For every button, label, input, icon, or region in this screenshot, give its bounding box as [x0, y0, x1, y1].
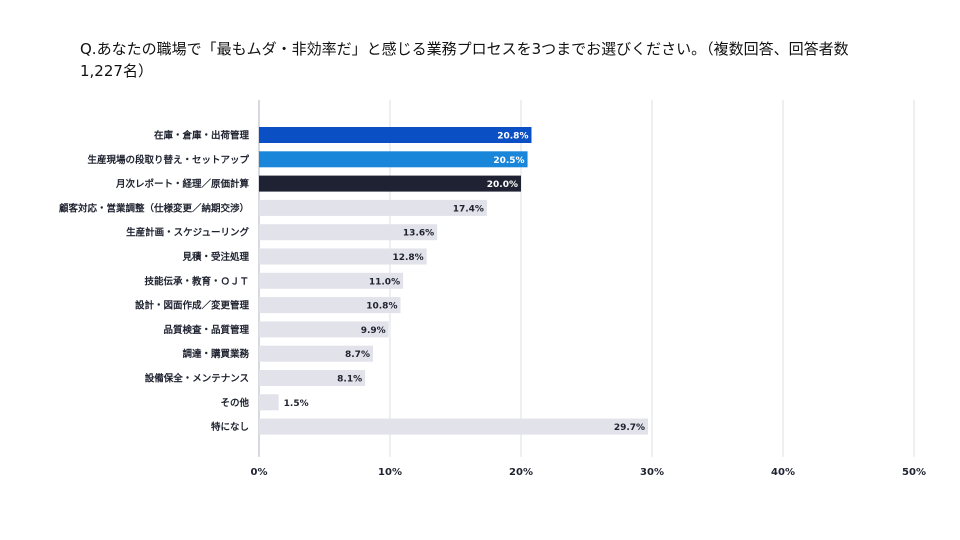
value-label: 20.5%: [493, 156, 524, 166]
category-label: 見積・受注処理: [181, 251, 249, 263]
category-label: 在庫・倉庫・出荷管理: [154, 130, 250, 142]
category-label: 設計・図面作成／変更管理: [135, 300, 250, 312]
bar: [259, 394, 279, 411]
bar: [259, 370, 366, 386]
value-label: 11.0%: [369, 277, 400, 287]
bar: [259, 175, 521, 192]
bar: [259, 297, 401, 314]
category-label: 顧客対応・営業調整（仕様変更／納期交渉）: [59, 202, 249, 214]
value-label: 8.7%: [345, 350, 370, 360]
x-tick-label: 10%: [378, 467, 402, 478]
x-tick-label: 20%: [509, 467, 533, 478]
category-label: 設備保全・メンテナンス: [145, 373, 249, 385]
category-label: 調達・購買業務: [182, 348, 249, 360]
value-label: 10.8%: [366, 302, 397, 312]
bar: [259, 418, 649, 435]
category-label: 月次レポート・経理／原価計算: [115, 178, 250, 190]
x-tick-label: 50%: [902, 467, 926, 478]
value-labels: 20.8% 20.5% 20.0% 17.4% 13.6% 12.8% 11.0% 10.8%…: [284, 132, 645, 434]
value-label: 29.7%: [614, 423, 645, 433]
value-label: 20.8%: [497, 132, 528, 142]
value-label: 20.0%: [487, 180, 518, 190]
x-tick-label: 40%: [771, 467, 795, 478]
bar: [259, 224, 438, 241]
x-tick-label: 0%: [251, 467, 268, 478]
value-label: 8.1%: [337, 375, 362, 385]
value-label: 1.5%: [284, 399, 309, 409]
category-label: 技能伝承・教育・ＯＪＴ: [144, 275, 249, 287]
value-label: 13.6%: [403, 229, 434, 239]
x-tick-label: 30%: [640, 467, 664, 478]
bar: [259, 151, 528, 168]
value-label: 12.8%: [392, 253, 423, 263]
category-labels: 在庫・倉庫・出荷管理生産現場の段取り替え・セットアップ月次レポート・経理／原価計…: [59, 130, 250, 434]
category-label: 品質検査・品質管理: [163, 324, 249, 336]
category-label: その他: [220, 397, 249, 409]
category-label: 生産計画・スケジューリング: [126, 227, 249, 239]
question-text: Q.あなたの職場で「最もムダ・非効率だ」と感じる業務プロセスを3つまでお選びくだ…: [80, 40, 849, 80]
bar: [259, 321, 389, 338]
category-label: 特になし: [211, 421, 249, 433]
bars: [259, 127, 649, 435]
bar: [259, 199, 487, 216]
bar: [259, 272, 404, 289]
x-axis-ticks: 0% 10% 20% 30% 40% 50%: [251, 467, 926, 478]
value-label: 9.9%: [361, 326, 386, 336]
value-label: 17.4%: [453, 204, 484, 214]
bar: [259, 127, 532, 143]
bar: [259, 248, 427, 265]
bar: [259, 345, 373, 362]
category-label: 生産現場の段取り替え・セットアップ: [87, 154, 249, 166]
